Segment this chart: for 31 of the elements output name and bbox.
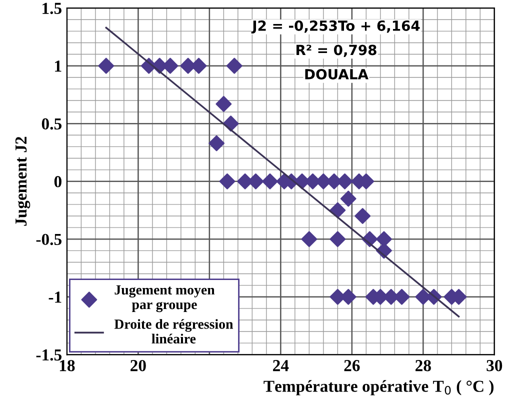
x-axis-title: Température opérative T$_{0}$ ( °C )	[264, 380, 494, 396]
y-tick-label: -0.5	[36, 234, 62, 246]
point	[219, 173, 236, 190]
point	[262, 173, 278, 190]
legend-label: Jugement moyen par groupe	[114, 285, 215, 312]
annotation: R² = 0,798	[296, 44, 376, 57]
y-axis-title: Jugement J2	[15, 136, 30, 226]
point	[301, 231, 318, 248]
y-tick-label: -1.5	[36, 349, 62, 361]
x-tick-label: 24	[273, 360, 289, 372]
point	[208, 135, 225, 152]
x-tick-label: 20	[130, 360, 146, 372]
point	[330, 202, 346, 218]
point	[330, 231, 346, 248]
point	[340, 190, 356, 207]
x-tick-label: 30	[486, 360, 502, 372]
x-tick-label: 28	[416, 360, 431, 372]
point	[98, 58, 114, 74]
point	[226, 58, 242, 74]
y-tick-label: 1.5	[42, 2, 62, 14]
x-tick-label: 26	[344, 360, 360, 372]
annotation: J2 = -0,253To + 6,164	[251, 20, 420, 34]
y-tick-label: 1	[55, 60, 62, 72]
y-tick-label: -1	[48, 292, 62, 303]
legend-label: Droite de régression linéaire	[114, 319, 234, 344]
point	[216, 96, 232, 112]
y-tick-label: 0.5	[42, 118, 62, 130]
point	[354, 208, 371, 224]
annotation: DOUALA	[305, 68, 368, 80]
y-tick-label: 0	[54, 176, 62, 188]
x-tick-label: 18	[60, 360, 75, 372]
